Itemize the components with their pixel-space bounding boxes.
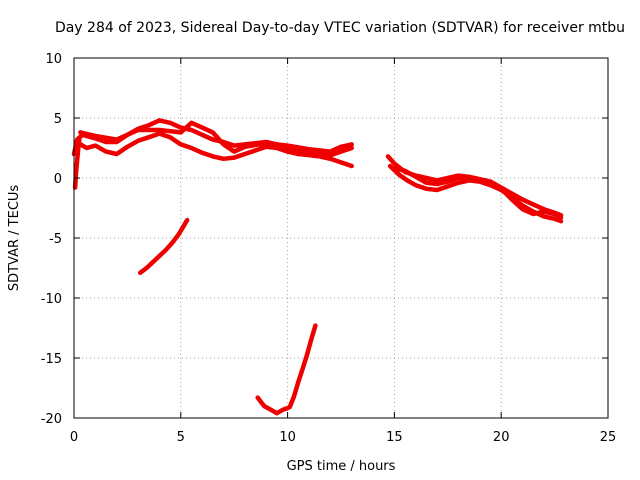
axis-ticks: 0 5 10 15 20 25 -20 -15 -10 -5 0 5 10 bbox=[41, 52, 617, 445]
grid bbox=[74, 58, 608, 418]
series-track-a-third bbox=[78, 120, 354, 154]
series-track-a-lower bbox=[73, 131, 354, 169]
y-tick-label: 10 bbox=[45, 52, 62, 67]
y-tick-label: 0 bbox=[54, 172, 62, 187]
series-track-c bbox=[137, 217, 190, 276]
y-tick-label: -10 bbox=[41, 292, 62, 307]
x-axis-label: GPS time / hours bbox=[287, 459, 396, 474]
data-series bbox=[71, 118, 564, 416]
y-axis-label: SDTVAR / TECUs bbox=[7, 185, 22, 292]
y-tick-label: -20 bbox=[41, 412, 62, 427]
series-track-a-start bbox=[72, 137, 82, 190]
x-tick-label: 0 bbox=[70, 430, 78, 445]
y-tick-label: -15 bbox=[41, 352, 62, 367]
series-track-b-third bbox=[392, 166, 564, 220]
x-tick-label: 20 bbox=[493, 430, 510, 445]
x-tick-label: 25 bbox=[600, 430, 617, 445]
x-tick-label: 10 bbox=[279, 430, 296, 445]
chart-title: Day 284 of 2023, Sidereal Day-to-day VTE… bbox=[55, 20, 625, 36]
y-tick-label: 5 bbox=[54, 112, 62, 127]
x-tick-label: 15 bbox=[386, 430, 403, 445]
y-tick-label: -5 bbox=[49, 232, 62, 247]
series-track-d bbox=[255, 323, 318, 416]
x-tick-label: 5 bbox=[177, 430, 185, 445]
series-track-a-upper bbox=[71, 118, 354, 158]
